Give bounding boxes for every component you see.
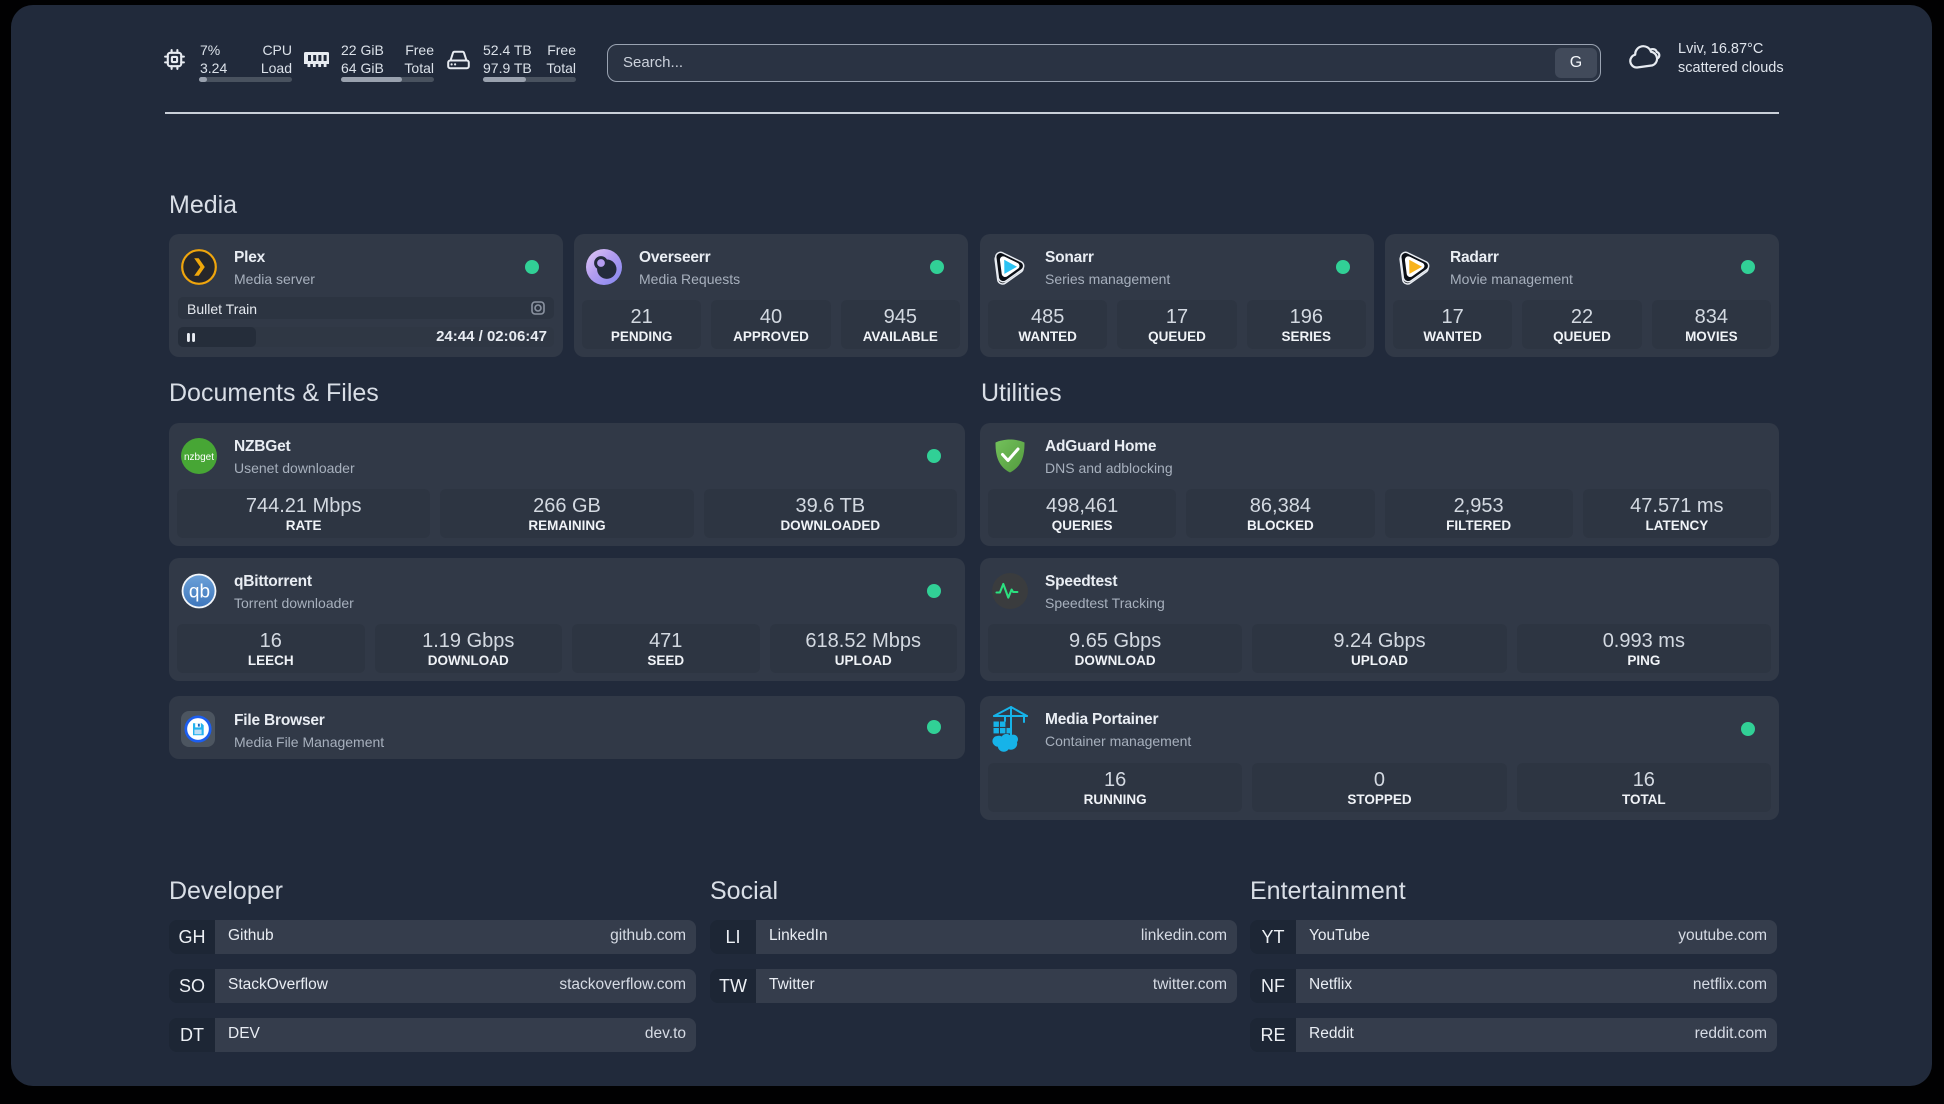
svg-text:nzbget: nzbget [184, 452, 214, 463]
svg-text:qb: qb [189, 582, 210, 603]
